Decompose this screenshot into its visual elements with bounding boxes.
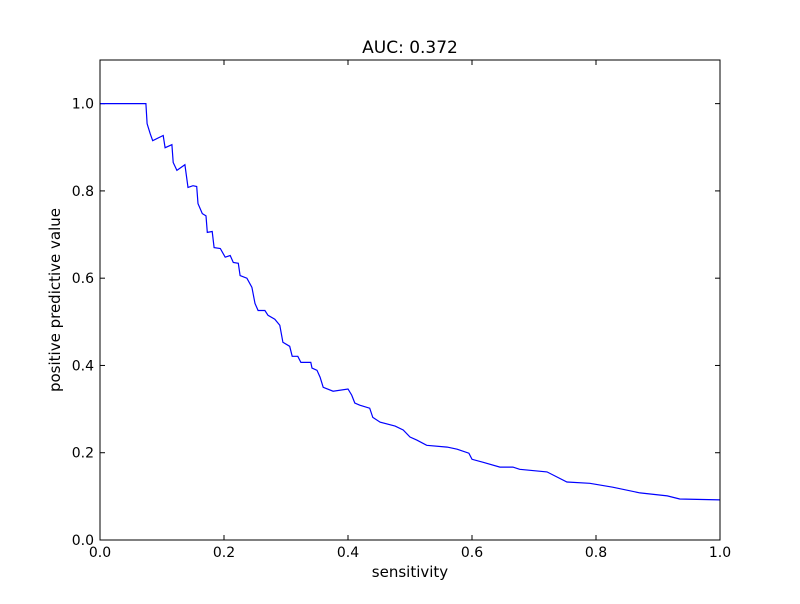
y-tick-label: 0.8 [72, 184, 94, 200]
chart-title: AUC: 0.372 [362, 38, 458, 58]
y-tick-label: 0.6 [72, 271, 94, 287]
y-tick-label: 0.4 [72, 358, 94, 374]
plot-frame [99, 59, 721, 541]
x-tick-label: 0.0 [89, 545, 111, 561]
x-tick-label: 0.2 [213, 545, 235, 561]
y-tick-label: 0.2 [72, 446, 94, 462]
x-tick-label: 0.8 [585, 545, 607, 561]
x-tick-label: 1.0 [709, 545, 731, 561]
x-axis-label: sensitivity [372, 563, 449, 581]
ppv-sensitivity-curve [100, 102, 721, 501]
x-tick-label: 0.4 [337, 545, 359, 561]
x-tick-label: 0.6 [461, 545, 483, 561]
y-axis-label: positive predictive value [46, 208, 64, 392]
y-tick-label: 0.0 [72, 533, 94, 549]
y-tick-label: 1.0 [72, 97, 94, 113]
